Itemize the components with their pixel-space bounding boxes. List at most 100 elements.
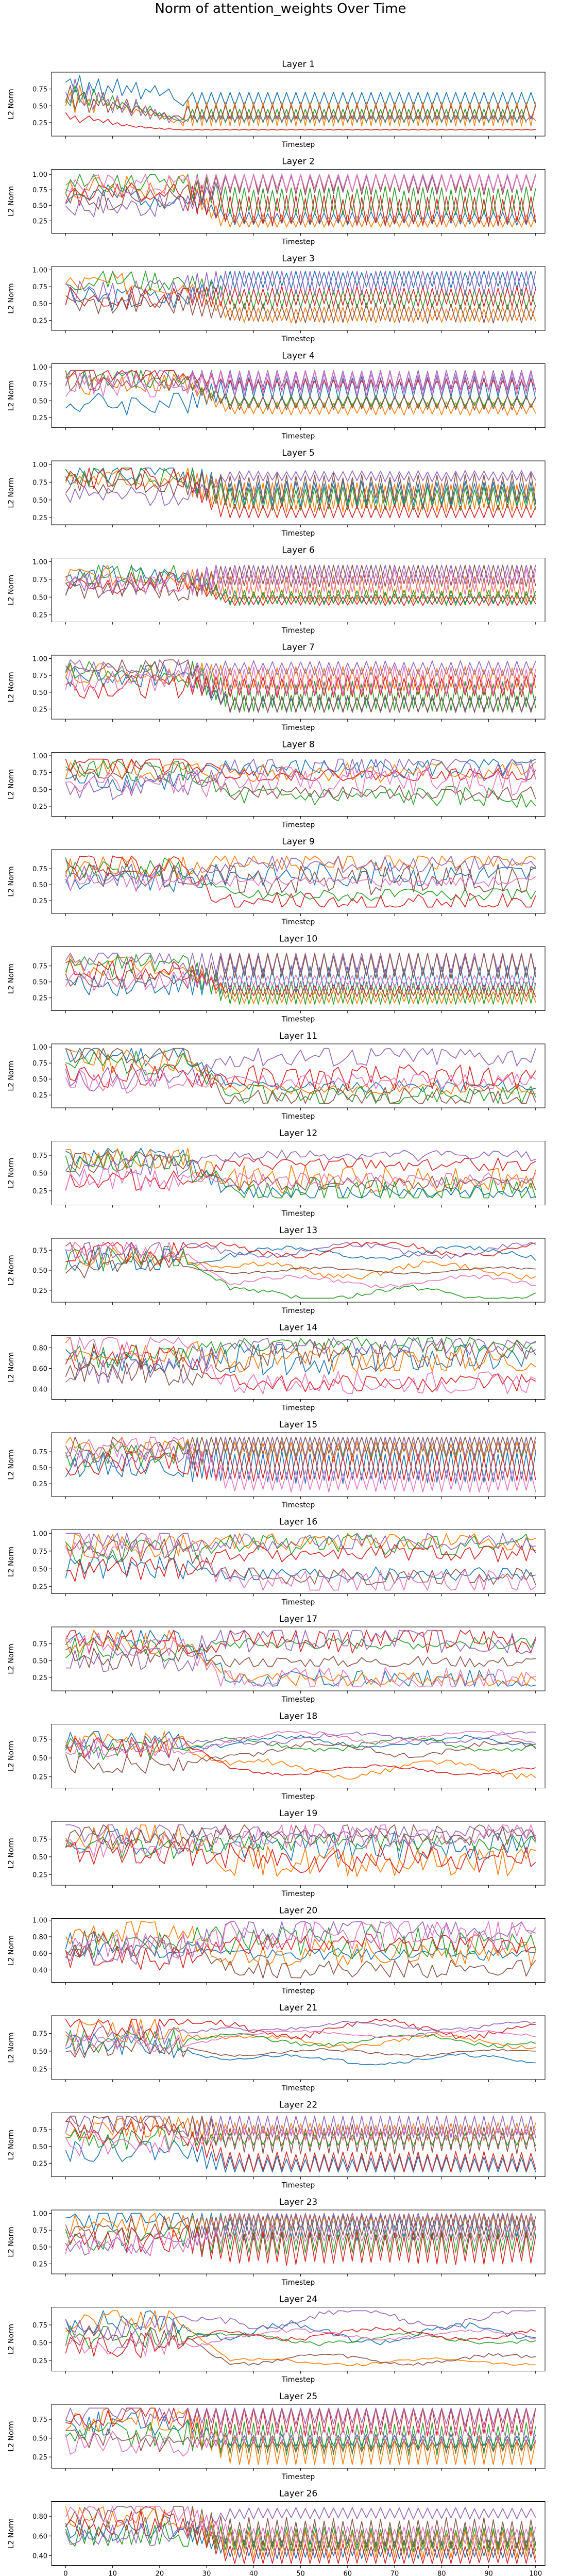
layer-15-y-tick-label: 0.50 [32, 1465, 47, 1472]
layer-20-series-7-line [65, 1921, 536, 1959]
layer-26-series-7-line [65, 2506, 536, 2547]
layer-7-plot-frame [51, 655, 546, 720]
layer-19-y-tick-label: 0.50 [32, 1854, 47, 1862]
layer-18-y-tick-label: 0.50 [32, 1755, 47, 1763]
layer-25-series-4-line [65, 2407, 536, 2437]
layer-23-series-3-line [65, 2224, 536, 2255]
layer-15-y-tick-label: 0.75 [32, 1449, 47, 1456]
layer-10-y-tick-label: 0.75 [32, 963, 47, 971]
layer-6-y-tick-label: 0.75 [32, 576, 47, 584]
layer-9-y-axis-label: L2 Norm [7, 866, 15, 896]
layer-22-x-axis-label: Timestep [281, 2182, 315, 2190]
layer-11-series-5-line [65, 1048, 536, 1092]
layer-25-chart: Layer 25 0.25 0.50 0.75 Timestep L2 Norm [7, 2391, 546, 2481]
layer-6-title: Layer 6 [282, 545, 315, 556]
layer-18-title: Layer 18 [279, 1711, 317, 1722]
layer-15-chart: Layer 15 0.25 0.50 0.75 Timestep L2 Norm [7, 1420, 546, 1509]
layer-4-title: Layer 4 [282, 351, 315, 361]
layer-25-series-5-line [65, 2407, 536, 2427]
layer-20-y-tick-label: 1.00 [32, 1917, 47, 1925]
layer-6-series-6-line [65, 564, 536, 601]
layer-16-series-4-line [65, 1544, 536, 1582]
layer-20-series-2-line [65, 1921, 536, 1967]
layer-7-series-7-line [65, 665, 536, 696]
layer-13-y-axis-label: L2 Norm [7, 1255, 15, 1285]
layer-25-plot-frame [51, 2404, 546, 2469]
layer-10-y-tick-label: 0.50 [32, 979, 47, 987]
layer-11-series-7-line [65, 1069, 536, 1094]
layer-11-y-tick-label: 0.25 [32, 1092, 47, 1100]
layer-2-chart: Layer 2 0.25 0.50 0.75 1.00 Timestep L2 Norm [7, 157, 546, 246]
layer-26-y-tick-label: 0.60 [32, 2533, 47, 2540]
layer-7-series-2-line [65, 662, 536, 692]
layer-5-y-tick-label: 0.25 [32, 514, 47, 522]
layer-15-title: Layer 15 [279, 1420, 317, 1430]
layer-7-series-3-line [65, 660, 536, 712]
layer-1-series-4-line [65, 112, 536, 131]
layer-4-y-tick-label: 0.25 [32, 414, 47, 422]
layer-20-series-1-line [65, 1932, 536, 1961]
layer-14-series-5-line [65, 1337, 536, 1384]
layer-9-title: Layer 9 [282, 837, 315, 847]
layer-8-chart: Layer 8 0.25 0.50 0.75 1.00 Timestep L2 Norm [7, 740, 546, 829]
layer-5-series-4-line [65, 467, 536, 519]
layer-2-series-7-line [65, 174, 536, 196]
layer-14-x-axis-label: Timestep [281, 1404, 315, 1412]
layer-17-y-tick-label: 0.75 [32, 1641, 47, 1649]
layer-22-series-6-line [65, 2116, 536, 2155]
layer-9-series-4-line [65, 855, 536, 908]
layer-18-series-3-line [65, 1736, 536, 1760]
layer-19-title: Layer 19 [279, 1808, 317, 1819]
layer-12-chart: Layer 12 0.25 0.50 0.75 Timestep L2 Norm [7, 1128, 546, 1218]
layer-25-y-tick-label: 0.75 [32, 2416, 47, 2424]
layer-17-chart: Layer 17 0.25 0.50 0.75 Timestep L2 Norm [7, 1614, 546, 1704]
layer-9-series-5-line [65, 855, 536, 886]
layer-16-y-tick-label: 1.00 [32, 1530, 47, 1538]
layer-4-plot-frame [51, 363, 546, 428]
layer-22-y-tick-label: 0.50 [32, 2143, 47, 2151]
layer-24-plot-frame [51, 2307, 546, 2371]
layer-26-title: Layer 26 [279, 2489, 317, 2499]
layer-1-x-axis-label: Timestep [281, 141, 315, 149]
layer-26-x-tick-label: 100 [529, 2570, 542, 2576]
layer-7-series-6-line [65, 659, 536, 713]
layer-13-y-tick-label: 0.25 [32, 1287, 47, 1295]
layer-12-y-tick-label: 0.50 [32, 1170, 47, 1178]
layer-12-title: Layer 12 [279, 1128, 317, 1139]
layer-17-x-axis-label: Timestep [281, 1696, 315, 1704]
layer-14-series-2-line [65, 1337, 536, 1373]
layer-23-series-6-line [65, 2213, 536, 2242]
layer-24-x-axis-label: Timestep [281, 2376, 315, 2384]
layer-24-chart: Layer 24 0.25 0.50 0.75 Timestep L2 Norm [7, 2295, 546, 2384]
layer-13-title: Layer 13 [279, 1225, 317, 1236]
layer-21-y-tick-label: 0.75 [32, 2030, 47, 2038]
layer-2-x-axis-label: Timestep [281, 238, 315, 246]
layer-2-plot-frame [51, 169, 546, 234]
layer-19-y-tick-label: 0.75 [32, 1836, 47, 1843]
layer-23-y-axis-label: L2 Norm [7, 2226, 15, 2257]
layer-4-series-5-line [65, 370, 536, 392]
layer-19-plot-frame [51, 1821, 546, 1886]
layer-14-y-tick-label: 0.80 [32, 1345, 47, 1353]
layer-8-plot-frame [51, 752, 546, 817]
layer-19-series-4-line [65, 1838, 536, 1874]
layer-11-series-6-line [65, 1048, 536, 1104]
layer-3-y-tick-label: 0.75 [32, 284, 47, 291]
layer-22-series-7-line [65, 2127, 536, 2156]
layer-25-y-tick-label: 0.50 [32, 2435, 47, 2443]
layer-23-title: Layer 23 [279, 2197, 317, 2207]
layer-2-y-tick-label: 0.25 [32, 218, 47, 225]
layer-4-chart: Layer 4 0.25 0.50 0.75 1.00 Timestep L2 Norm [7, 351, 546, 441]
layer-20-chart: Layer 20 0.40 0.60 0.80 1.00 Timestep L2 Norm [7, 1906, 546, 1996]
layer-16-series-7-line [65, 1533, 536, 1591]
layer-11-series-2-line [65, 1048, 536, 1095]
layer-6-chart: Layer 6 0.25 0.50 0.75 1.00 Timestep L2 Norm [7, 545, 546, 635]
layer-20-y-tick-label: 0.40 [32, 1967, 47, 1974]
layer-22-series-4-line [65, 2121, 536, 2173]
layer-22-chart: Layer 22 0.25 0.50 0.75 Timestep L2 Norm [7, 2100, 546, 2190]
layer-26-x-tick-label: 20 [156, 2570, 164, 2576]
layer-13-series-3-line [65, 1245, 536, 1299]
layer-11-plot-frame [51, 1043, 546, 1108]
layer-21-x-axis-label: Timestep [281, 2084, 315, 2092]
layer-3-y-axis-label: L2 Norm [7, 283, 15, 313]
